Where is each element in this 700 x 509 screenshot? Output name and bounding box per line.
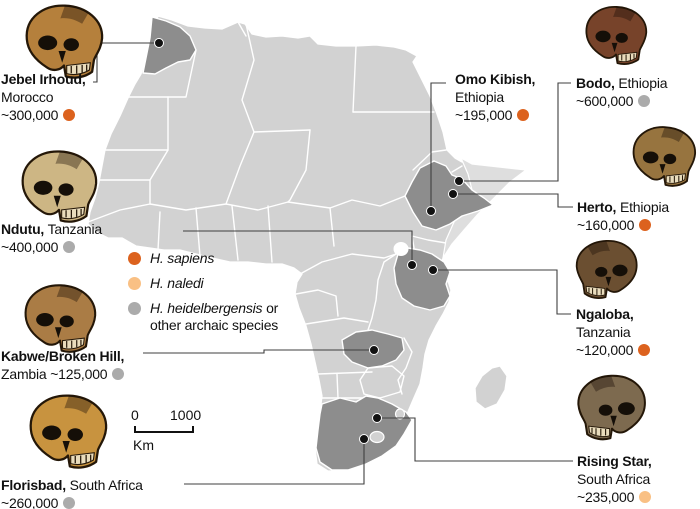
site-place: South Africa [69,477,143,493]
legend-dot-sapiens [128,252,141,265]
site-place: South Africa [577,471,651,487]
species-dot-naledi [639,491,652,503]
country-south-africa [315,395,413,471]
country-borders [87,21,463,399]
connector-jebel-irhoud [93,42,154,83]
site-dot-kabwe [369,345,379,355]
connector-herto [458,193,573,208]
madagascar [474,365,508,410]
site-dot-bodo [454,176,464,186]
species-dot-sapiens [638,344,651,356]
legend-item-naledi: H. naledi [128,275,300,292]
site-name: Omo Kibish, [455,71,536,87]
site-name: Rising Star, [577,453,652,469]
legend-dot-naledi [128,277,141,290]
label-herto: Herto, Ethiopia ~160,000 [577,198,669,234]
connector-bodo [464,82,571,182]
skull-kabwe-icon [24,284,97,354]
africa-continent [87,15,527,472]
site-name: Herto, [577,199,617,215]
skull-ngaloba-icon [575,239,638,300]
lake-victoria [393,242,409,256]
species-dot-archaic [638,95,651,107]
label-florisbad: Florisbad, South Africa ~260,000 [1,476,143,509]
species-dot-archaic [112,368,125,380]
site-place: Ethiopia [619,199,669,215]
site-place: Ethiopia [618,75,668,91]
legend: H. sapiens H. naledi H. heidelbergensis … [128,250,300,342]
site-place: Ethiopia [455,89,504,105]
label-connectors [93,42,573,485]
connector-kabwe [143,349,370,354]
site-dot-ndutu [407,260,417,270]
site-name: Bodo, [576,75,615,91]
site-dots [154,38,464,444]
eswatini [394,408,406,420]
lesotho [369,430,385,444]
site-age: ~300,000 [1,107,59,123]
site-age: ~260,000 [1,495,59,509]
site-dot-omo-kibish [426,206,436,216]
site-dot-jebel-irhoud [154,38,164,48]
legend-label: H. naledi [150,275,204,291]
site-place: Tanzania [47,221,103,237]
site-age: ~160,000 [577,217,635,233]
connector-ngaloba [438,269,571,315]
connector-florisbad [184,444,365,485]
legend-label: H. heidelbergensis [150,300,263,316]
site-name: Florisbad, [1,477,66,493]
site-place: Morocco [1,89,54,105]
label-bodo: Bodo, Ethiopia ~600,000 [576,74,668,110]
skull-rising-star-icon [577,374,647,441]
connector-ndutu [183,230,413,261]
label-omo-kibish: Omo Kibish, Ethiopia ~195,000 [455,70,535,124]
species-dot-archaic [63,241,76,253]
scale-max: 1000 [170,407,201,423]
site-age: ~125,000 [50,366,108,382]
label-jebel-irhoud: Jebel Irhoud, Morocco ~300,000 [1,70,86,124]
connector-rising-star [382,417,573,462]
species-dot-archaic [63,497,76,509]
site-age: ~120,000 [576,342,634,358]
skull-jebel-irhoud-icon [25,4,104,79]
site-name: Ngaloba, [576,306,634,322]
skull-florisbad-icon [29,394,108,470]
site-age: ~600,000 [576,93,634,109]
species-dot-sapiens [517,109,530,121]
legend-dot-archaic [128,302,141,315]
site-dot-ngaloba [428,265,438,275]
site-name: Jebel Irhoud, [1,71,86,87]
skull-herto-icon [632,125,697,187]
legend-label: H. sapiens [150,250,215,266]
site-age: ~400,000 [1,239,59,255]
site-name: Ndutu, [1,221,45,237]
label-ndutu: Ndutu, Tanzania ~400,000 [1,220,102,256]
site-place: Tanzania [576,324,631,340]
site-name: Kabwe/Broken Hill, [1,348,125,364]
species-dot-sapiens [63,109,76,121]
site-age: ~235,000 [577,489,635,505]
legend-item-archaic: H. heidelbergensis or other archaic spec… [128,300,300,334]
country-morocco [142,16,197,75]
connector-omo-kibish [430,82,446,206]
site-age: ~195,000 [455,107,513,123]
legend-item-sapiens: H. sapiens [128,250,300,267]
scale-zero: 0 [131,407,139,423]
label-kabwe: Kabwe/Broken Hill, Zambia ~125,000 [1,347,124,383]
species-dot-sapiens [639,219,652,231]
scale-bar: 0 1000 Km [131,407,201,453]
label-ngaloba: Ngaloba, Tanzania ~120,000 [576,305,651,359]
site-dot-florisbad [359,434,369,444]
site-place: Zambia [1,366,47,382]
label-rising-star: Rising Star, South Africa ~235,000 [577,452,652,506]
legend-label-suffix: or other archaic species [150,300,279,333]
scale-unit: Km [133,437,154,453]
site-dot-herto [448,189,458,199]
skull-bodo-icon [585,5,648,65]
site-dot-rising-star [372,413,382,423]
skull-ndutu-icon [21,150,98,224]
